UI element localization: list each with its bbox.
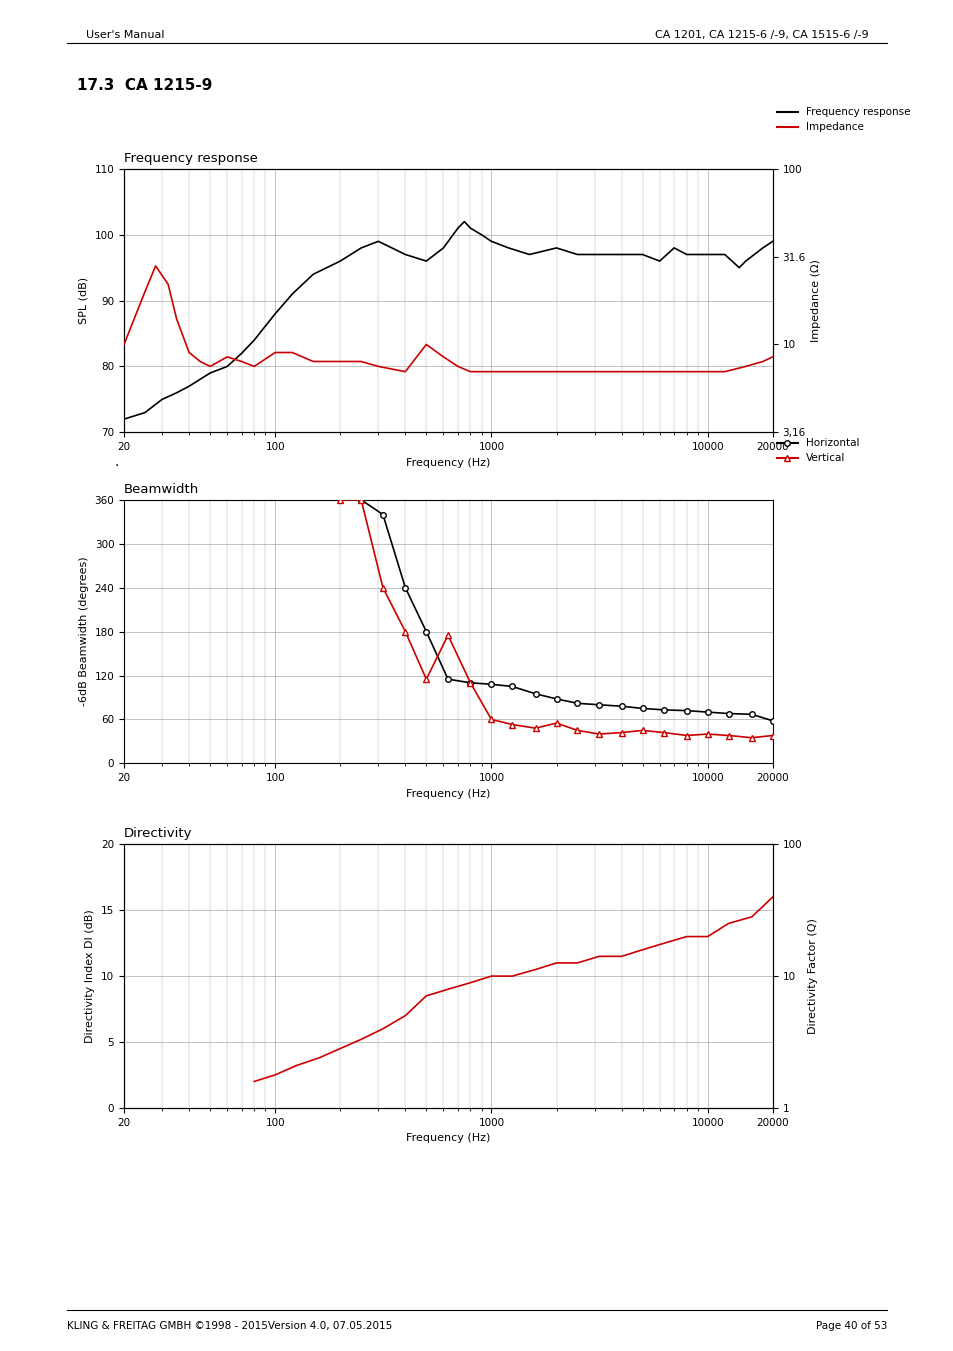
X-axis label: Frequency (Hz): Frequency (Hz) [406, 458, 490, 467]
Legend: Frequency response, Impedance: Frequency response, Impedance [772, 103, 914, 136]
Text: Directivity: Directivity [124, 827, 193, 840]
Text: Page 40 of 53: Page 40 of 53 [815, 1321, 886, 1331]
Text: 17.3  CA 1215-9: 17.3 CA 1215-9 [76, 78, 212, 93]
Legend: Horizontal, Vertical: Horizontal, Vertical [772, 434, 862, 467]
Y-axis label: Directivity Factor (Q): Directivity Factor (Q) [807, 919, 817, 1034]
Text: Beamwidth: Beamwidth [124, 482, 199, 496]
Y-axis label: Directivity Index DI (dB): Directivity Index DI (dB) [86, 909, 95, 1043]
X-axis label: Frequency (Hz): Frequency (Hz) [406, 789, 490, 798]
Text: Frequency response: Frequency response [124, 151, 257, 165]
Text: CA 1201, CA 1215-6 /-9, CA 1515-6 /-9: CA 1201, CA 1215-6 /-9, CA 1515-6 /-9 [654, 30, 867, 39]
Text: KLING & FREITAG GMBH ©1998 - 2015Version 4.0, 07.05.2015: KLING & FREITAG GMBH ©1998 - 2015Version… [67, 1321, 392, 1331]
Y-axis label: Impedance (Ω): Impedance (Ω) [810, 259, 821, 342]
Y-axis label: SPL (dB): SPL (dB) [79, 277, 89, 324]
Text: .: . [114, 455, 119, 469]
X-axis label: Frequency (Hz): Frequency (Hz) [406, 1133, 490, 1143]
Y-axis label: -6dB Beamwidth (degrees): -6dB Beamwidth (degrees) [79, 557, 89, 707]
Text: User's Manual: User's Manual [86, 30, 164, 39]
